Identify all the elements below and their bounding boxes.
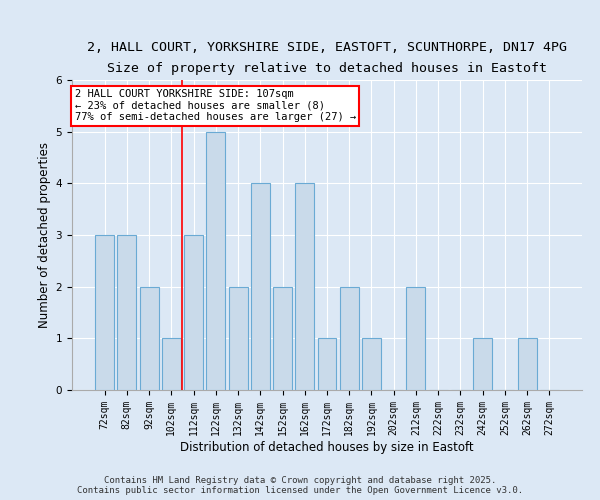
Bar — [317, 338, 337, 390]
Bar — [295, 184, 314, 390]
Bar — [251, 184, 270, 390]
Bar — [518, 338, 536, 390]
Text: Contains HM Land Registry data © Crown copyright and database right 2025.
Contai: Contains HM Land Registry data © Crown c… — [77, 476, 523, 495]
Bar — [206, 132, 225, 390]
Bar — [140, 286, 158, 390]
X-axis label: Distribution of detached houses by size in Eastoft: Distribution of detached houses by size … — [180, 440, 474, 454]
Bar — [273, 286, 292, 390]
Bar — [118, 235, 136, 390]
Title: 2, HALL COURT, YORKSHIRE SIDE, EASTOFT, SCUNTHORPE, DN17 4PG
Size of property re: 2, HALL COURT, YORKSHIRE SIDE, EASTOFT, … — [87, 40, 567, 74]
Bar — [162, 338, 181, 390]
Bar — [406, 286, 425, 390]
Text: 2 HALL COURT YORKSHIRE SIDE: 107sqm
← 23% of detached houses are smaller (8)
77%: 2 HALL COURT YORKSHIRE SIDE: 107sqm ← 23… — [74, 90, 356, 122]
Bar — [473, 338, 492, 390]
Bar — [184, 235, 203, 390]
Bar — [229, 286, 248, 390]
Bar — [340, 286, 359, 390]
Bar — [95, 235, 114, 390]
Y-axis label: Number of detached properties: Number of detached properties — [38, 142, 52, 328]
Bar — [362, 338, 381, 390]
